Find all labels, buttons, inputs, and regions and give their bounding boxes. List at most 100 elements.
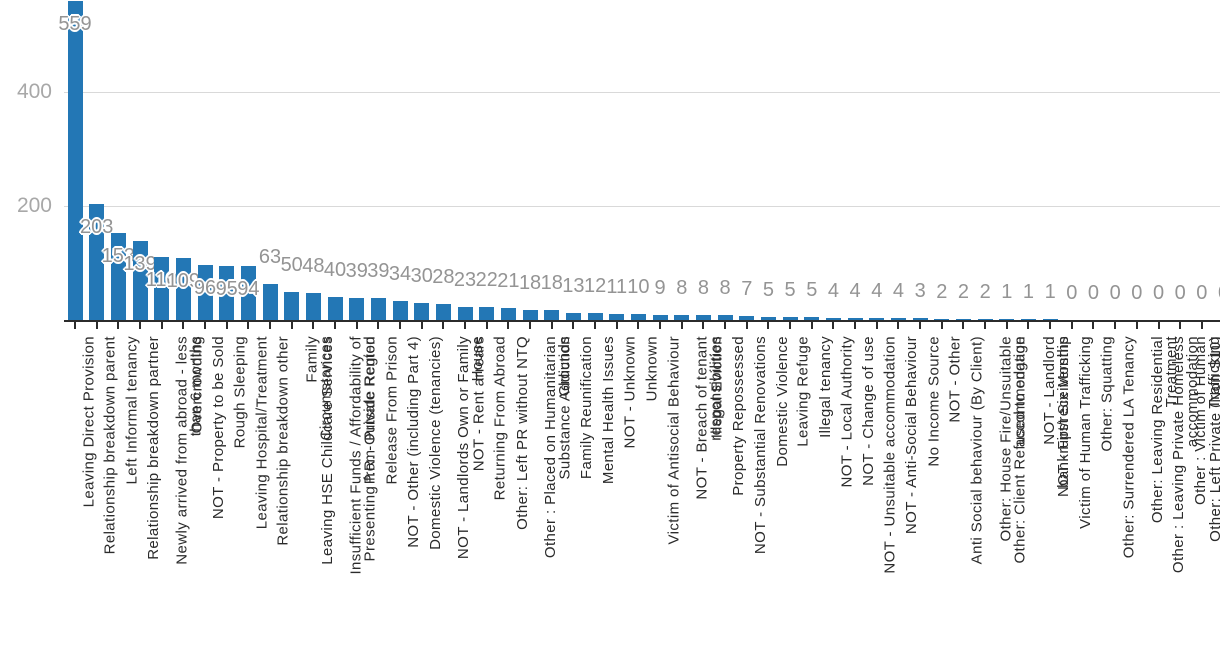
bar — [110, 232, 126, 320]
x-axis-label: Presenting from Outside Region — [362, 336, 379, 561]
bar — [782, 317, 798, 320]
x-axis-tick — [984, 322, 987, 329]
x-axis-tick — [962, 322, 965, 329]
x-axis-label-line: No Income Source — [925, 336, 943, 467]
bar — [912, 318, 928, 320]
x-axis-label: Leaving Hospital/Treatment — [253, 336, 270, 529]
bar-value-label: 3 — [914, 280, 926, 303]
x-axis-label: Other: Left Private (Non S10) — [1206, 336, 1220, 542]
x-axis-tick — [399, 322, 402, 329]
bar — [262, 284, 278, 320]
x-axis-label: Domestic Violence — [773, 336, 790, 467]
bar — [1042, 319, 1058, 320]
bar-value-label: 5 — [784, 279, 796, 302]
x-axis-label-line: NOT - First Six Months — [1055, 336, 1073, 498]
x-axis-tick — [1005, 322, 1008, 329]
bar-value-label: 110 — [145, 269, 178, 292]
bar-value-label: 1 — [1022, 281, 1035, 304]
x-axis-tick — [95, 322, 98, 329]
bar-value-label: 9 — [654, 276, 666, 299]
bar-value-label: 94 — [237, 278, 260, 301]
x-axis-tick — [550, 322, 553, 329]
bar — [89, 204, 105, 320]
x-axis-tick — [572, 322, 575, 329]
x-axis-tick — [334, 322, 337, 329]
x-axis-label-line: Other: Left PR without NTQ — [513, 336, 531, 530]
x-axis-label: Overcrowding — [188, 336, 205, 433]
x-axis-label-line: Anti Social behaviour (By Client) — [968, 336, 986, 565]
bar-value-label: 8 — [719, 277, 731, 300]
gridline — [64, 91, 1220, 93]
bar — [479, 307, 495, 320]
x-axis-tick — [789, 322, 792, 329]
x-axis-tick — [940, 322, 943, 329]
bar-value-label: 1 — [1044, 281, 1056, 304]
x-axis-tick — [464, 322, 467, 329]
bar-value-label: 2 — [957, 280, 970, 303]
x-axis-label-line: Victim of Antisocial Behaviour — [665, 336, 683, 545]
bar-value-label: 40 — [323, 259, 347, 282]
bar-value-label: 7 — [741, 278, 753, 300]
x-axis-label-line: Domestic Violence (tenancies) — [426, 336, 444, 550]
x-axis-label-line: Other: Surrendered LA Tenancy — [1120, 336, 1138, 559]
x-axis-label-line: NOT - Substantial Renovations — [751, 336, 769, 555]
bar-value-label: 13 — [562, 274, 585, 297]
bar-value-label: 2 — [979, 280, 991, 303]
x-axis-label-line: Rough Sleeping — [231, 336, 249, 449]
x-axis-label-line: Left Informal tenancy — [123, 336, 141, 485]
bar — [435, 304, 451, 320]
bar-value-label: 139 — [123, 252, 157, 275]
bar — [219, 265, 235, 320]
x-axis-tick — [74, 322, 76, 329]
bar-value-label: 4 — [849, 279, 861, 302]
x-axis-label: Family Reunification — [578, 336, 595, 479]
bar — [284, 291, 300, 320]
bar — [652, 314, 668, 320]
bar — [414, 302, 430, 320]
bar-value-label: 34 — [388, 262, 412, 285]
x-axis-label-line: NOT - Anti-Social Behaviour — [903, 336, 921, 535]
x-axis-label: NOT - Other (including Part 4) — [405, 336, 422, 548]
bar — [717, 315, 733, 320]
x-axis-label: Unknown — [643, 336, 660, 401]
bar — [544, 309, 560, 320]
bar-value-label: 0 — [1152, 282, 1165, 304]
bar-value-label: 28 — [432, 266, 455, 289]
bar — [370, 297, 386, 320]
x-axis-tick — [247, 322, 250, 329]
x-axis-label: NOT - Local Authority — [838, 336, 855, 488]
x-axis-label-line: Other: Left Private (Non S10) — [1206, 336, 1220, 542]
x-axis-tick — [1070, 322, 1073, 329]
bar-value-label: 8 — [697, 277, 709, 300]
bar-value-label: 0 — [1131, 282, 1143, 304]
bar-value-label: 39 — [367, 259, 390, 282]
x-axis-tick — [680, 322, 683, 329]
x-axis-label-line: Victim of Human Trafficking — [1076, 336, 1094, 529]
x-axis-label: Illegal Eviction — [708, 336, 725, 438]
bar — [890, 317, 906, 320]
bar — [457, 306, 473, 320]
bar — [999, 319, 1015, 320]
x-axis-tick — [182, 322, 185, 329]
x-axis-label-line: NOT - Unsuitable accommodation — [881, 336, 899, 574]
bar — [197, 265, 213, 320]
x-axis-tick — [269, 322, 272, 329]
bar — [240, 266, 256, 320]
bar-value-label: 1 — [1001, 281, 1013, 304]
x-axis-tick — [442, 322, 445, 329]
x-axis-tick — [659, 322, 662, 329]
x-axis-label-line: Mental Health Issues — [600, 336, 618, 485]
x-axis-label: Substance Addiction — [557, 336, 574, 480]
x-axis-tick — [225, 322, 228, 329]
bar-value-label: 12 — [583, 275, 607, 298]
x-axis-tick — [1049, 322, 1052, 329]
x-axis-label-line: NOT - Unknown — [621, 336, 639, 449]
x-axis-tick — [1157, 322, 1160, 329]
bar-value-label: 203 — [79, 216, 114, 239]
x-axis-tick — [1135, 322, 1138, 329]
bar-value-label: 18 — [518, 271, 542, 294]
x-axis-label-line: Illegal tenancy — [816, 336, 834, 438]
x-axis-label: Relationship breakdown partner — [145, 336, 162, 560]
bar-value-label: 5 — [806, 279, 818, 302]
bar — [327, 297, 343, 320]
